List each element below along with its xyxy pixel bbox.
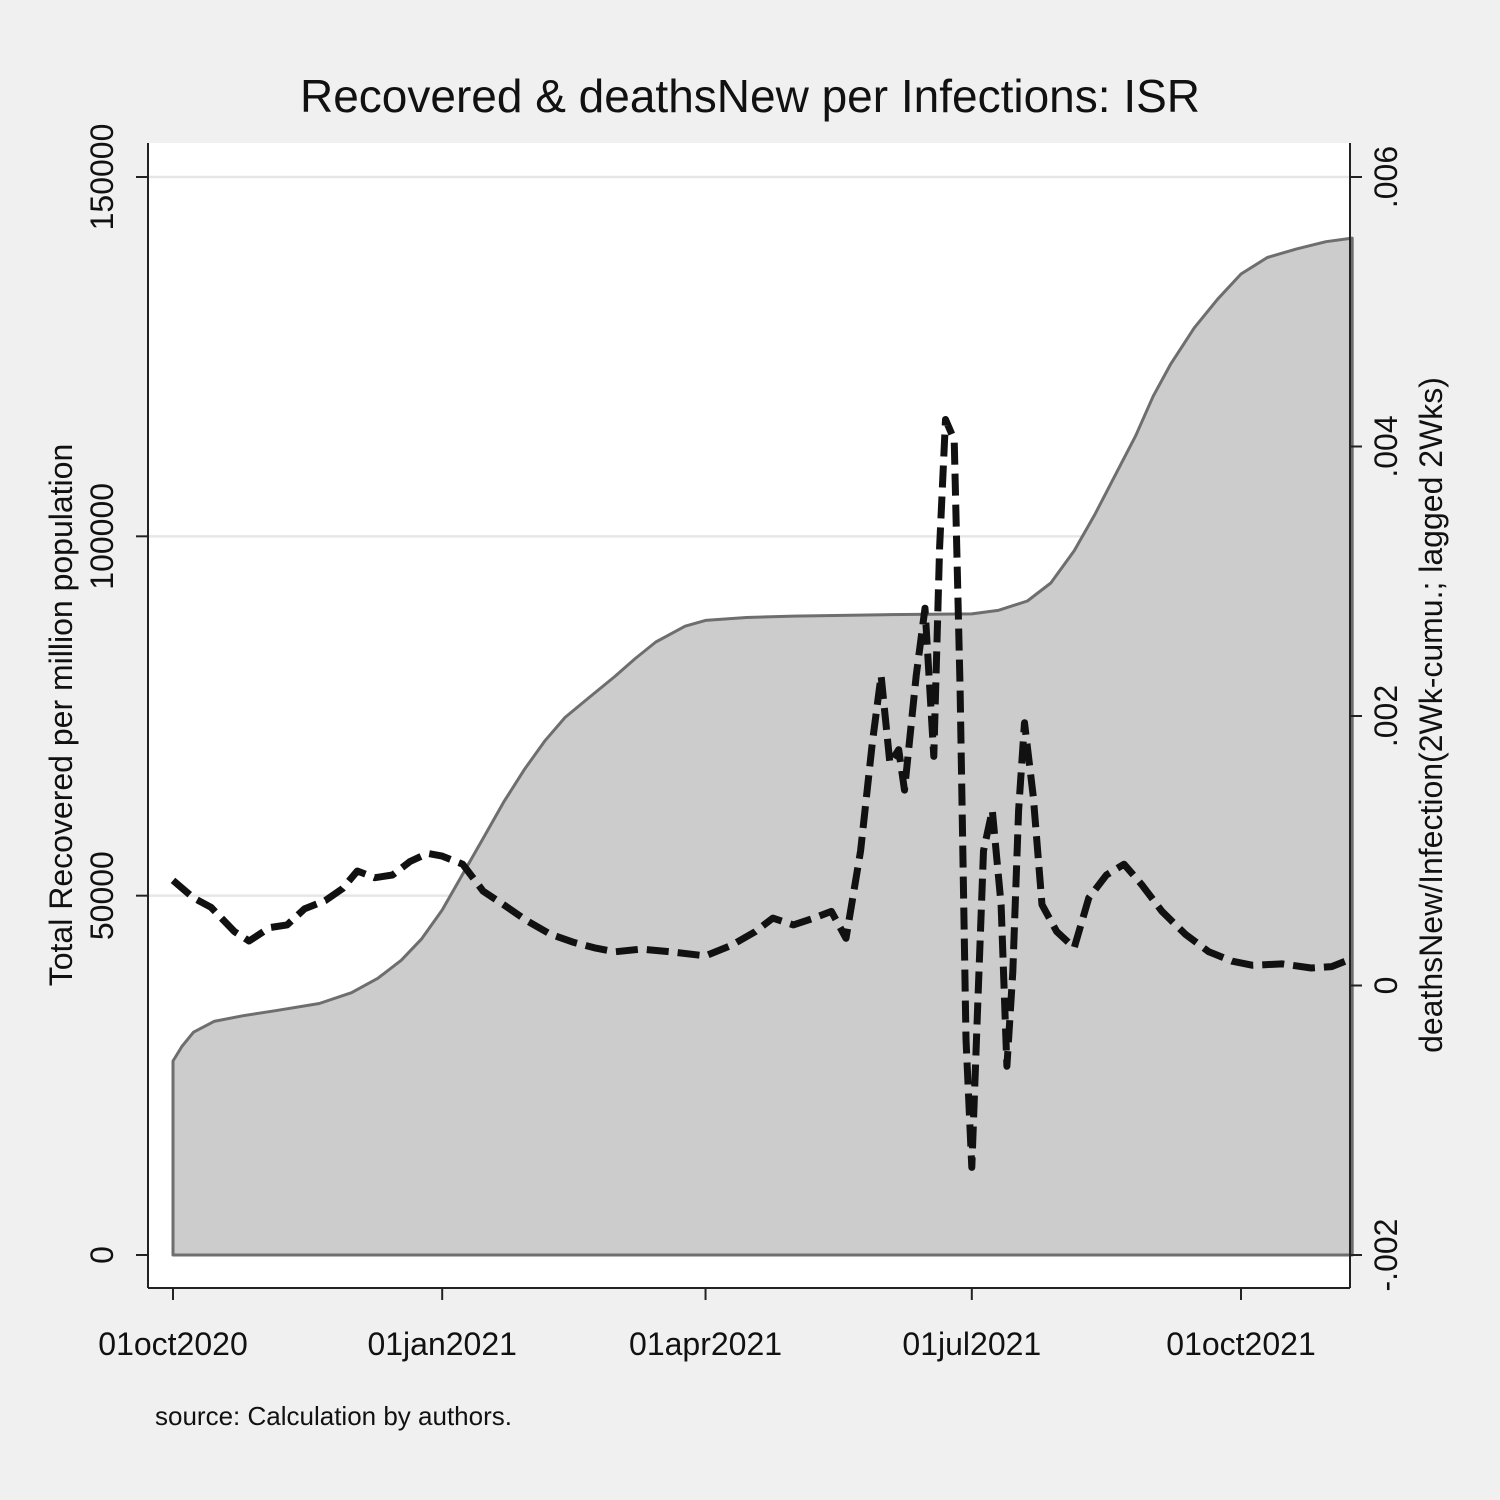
left-tick-label-2: 100000 bbox=[84, 483, 120, 590]
recovered-area bbox=[171, 236, 1354, 1257]
x-tick-label-0: 01oct2020 bbox=[98, 1326, 247, 1362]
x-tick-label-2: 01apr2021 bbox=[629, 1326, 782, 1362]
left-tick-label-0: 0 bbox=[84, 1246, 120, 1264]
left-tick-label-3: 150000 bbox=[84, 124, 120, 231]
right-tick-label-3: .004 bbox=[1368, 415, 1404, 477]
x-tick-label-4: 01oct2021 bbox=[1166, 1326, 1315, 1362]
chart-title: Recovered & deathsNew per Infections: IS… bbox=[300, 70, 1200, 122]
right-axis-ticks: -.002 0 .002 .004 .006 bbox=[1350, 146, 1404, 1292]
right-tick-label-1: 0 bbox=[1368, 977, 1404, 995]
right-tick-label-2: .002 bbox=[1368, 685, 1404, 747]
deaths-ratio-line bbox=[170, 416, 1354, 1171]
x-axis-ticks: 01oct2020 01jan2021 01apr2021 01jul2021 01oc… bbox=[98, 1288, 1316, 1362]
left-axis-ticks: 0 50000 100000 150000 bbox=[84, 124, 148, 1264]
deaths-ratio-polyline bbox=[170, 416, 1354, 1171]
right-tick-label-4: .006 bbox=[1368, 146, 1404, 208]
recovered-area-path bbox=[171, 236, 1354, 1257]
left-axis-label: Total Recovered per million population bbox=[43, 444, 79, 987]
x-tick-label-1: 01jan2021 bbox=[367, 1326, 516, 1362]
source-note: source: Calculation by authors. bbox=[155, 1401, 512, 1431]
x-tick-label-3: 01jul2021 bbox=[902, 1326, 1041, 1362]
left-tick-label-1: 50000 bbox=[84, 851, 120, 940]
right-tick-label-0: -.002 bbox=[1368, 1219, 1404, 1292]
right-axis-label: deathsNew/Infection(2Wk-cumu.; lagged 2W… bbox=[1413, 377, 1449, 1053]
